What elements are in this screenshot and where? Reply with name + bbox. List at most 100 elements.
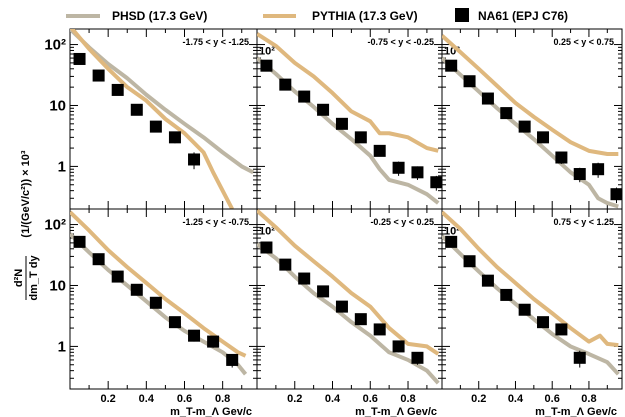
panel-5: 10² 0.2 0.4 0.6 0.8m_T-m_Λ Gev/c -0.25 < y < … <box>256 208 443 417</box>
y-tick-label: 10² <box>444 226 460 238</box>
panel-rapidity-label: -0.75 < y < -0.25 <box>367 37 434 47</box>
panel-2: 10² -0.75 < y < -0.25 <box>256 28 443 210</box>
phsd-curve <box>257 56 440 205</box>
na61-point <box>392 161 405 174</box>
na61-point <box>481 92 494 105</box>
na61-point <box>500 107 513 120</box>
y-tick-label: 1 <box>58 158 66 175</box>
panels: 1 10 10² -1.75 < y < -1.25 10² -0.75 < y < -0… <box>44 28 623 417</box>
legend: PHSD (17.3 GeV) PYTHIA (17.3 GeV) NA61 (… <box>66 8 568 23</box>
na61-point <box>130 103 143 116</box>
phsd-curve <box>442 56 619 209</box>
x-tick-label: 0.2 <box>101 393 116 405</box>
na61-point <box>373 323 386 336</box>
na61-point <box>260 241 273 254</box>
na61-point <box>298 272 311 285</box>
x-axis-title: m_T-m_Λ Gev/c <box>355 406 437 417</box>
na61-point <box>518 120 531 133</box>
x-tick-label: 0.2 <box>471 393 486 405</box>
na61-point <box>168 131 181 144</box>
na61-point <box>445 235 458 248</box>
na61-point <box>317 285 330 298</box>
x-tick-label: 0.6 <box>363 393 378 405</box>
na61-point <box>537 131 550 144</box>
na61-point <box>73 52 86 65</box>
x-tick-label: 0.4 <box>325 393 341 405</box>
legend-pythia-label: PYTHIA (17.3 GeV) <box>312 9 418 23</box>
na61-point <box>92 253 105 266</box>
panel-rapidity-label: -1.25 < y < -0.75 <box>182 217 249 227</box>
na61-point <box>226 353 239 366</box>
na61-point <box>188 153 201 166</box>
y-tick-label: 10² <box>44 37 66 54</box>
na61-point <box>354 131 367 144</box>
x-tick-label: 0.8 <box>215 393 230 405</box>
x-tick-label: 0.2 <box>287 393 302 405</box>
na61-point <box>411 351 424 364</box>
na61-point <box>481 274 494 287</box>
na61-point <box>573 168 586 181</box>
legend-na61-marker <box>455 8 469 22</box>
na61-point <box>317 103 330 116</box>
na61-point <box>411 166 424 179</box>
na61-point <box>500 288 513 301</box>
na61-point <box>111 270 124 283</box>
phsd-curve <box>70 29 255 175</box>
y-title-units: (1/(GeV/c²)) × 10³ <box>20 150 32 237</box>
na61-point <box>188 329 201 342</box>
na61-point <box>463 75 476 88</box>
na61-point <box>354 313 367 326</box>
na61-point <box>518 303 531 316</box>
y-tick-label: 1 <box>58 338 66 355</box>
na61-point <box>130 283 143 296</box>
na61-point <box>335 117 348 130</box>
x-tick-label: 0.6 <box>177 393 192 405</box>
na61-point <box>392 340 405 353</box>
y-tick-label: 10² <box>259 226 275 238</box>
na61-point <box>149 296 162 309</box>
panel-rapidity-label: -0.25 < y < 0.25 <box>370 217 434 227</box>
na61-point <box>573 351 586 364</box>
y-title-denominator: dm_T dy <box>28 255 40 301</box>
x-tick-label: 0.6 <box>545 393 560 405</box>
na61-point <box>207 335 220 348</box>
na61-point <box>592 163 605 176</box>
y-tick-label: 10 <box>49 277 66 294</box>
na61-point <box>555 151 568 164</box>
panel-rapidity-label: 0.75 < y < 1.25 <box>553 217 614 227</box>
na61-point <box>279 258 292 271</box>
panel-rapidity-label: -1.75 < y < -1.25 <box>182 37 249 47</box>
x-tick-label: 0.8 <box>400 393 415 405</box>
na61-point <box>168 316 181 329</box>
x-axis-title: m_T-m_Λ Gev/c <box>535 406 617 417</box>
na61-point <box>430 176 443 189</box>
na61-point <box>149 120 162 133</box>
na61-point <box>537 316 550 329</box>
x-tick-label: 0.8 <box>581 393 596 405</box>
na61-point <box>555 323 568 336</box>
legend-na61-label: NA61 (EPJ C76) <box>478 9 568 23</box>
pythia-curve <box>442 210 619 348</box>
y-tick-label: 10² <box>44 217 66 234</box>
pythia-curve <box>257 209 440 356</box>
panel-4: 1 10 10² 0.2 0.4 0.6 0.8m_T-m_Λ Gev/c -1.25 < y… <box>44 208 258 417</box>
panel-rapidity-label: 0.25 < y < 0.75 <box>553 37 614 47</box>
pythia-curve <box>70 210 247 358</box>
na61-point <box>260 59 273 72</box>
x-axis-title: m_T-m_Λ Gev/c <box>170 406 252 417</box>
na61-point <box>445 59 458 72</box>
y-axis-title: d²N dm_T dy (1/(GeV/c²)) × 10³ <box>13 150 40 301</box>
pythia-curve <box>257 32 439 153</box>
y-title-numerator: d²N <box>13 269 25 287</box>
x-tick-label: 0.4 <box>139 393 155 405</box>
na61-point <box>463 255 476 268</box>
na61-point <box>73 235 86 248</box>
na61-point <box>298 90 311 103</box>
panel-frame <box>441 28 623 210</box>
na61-point <box>279 78 292 91</box>
panel-6: 10² 0.2 0.4 0.6 0.8m_T-m_Λ Gev/c 0.75 < y < 1… <box>441 208 623 417</box>
na61-point <box>335 300 348 313</box>
x-tick-label: 0.4 <box>508 393 524 405</box>
